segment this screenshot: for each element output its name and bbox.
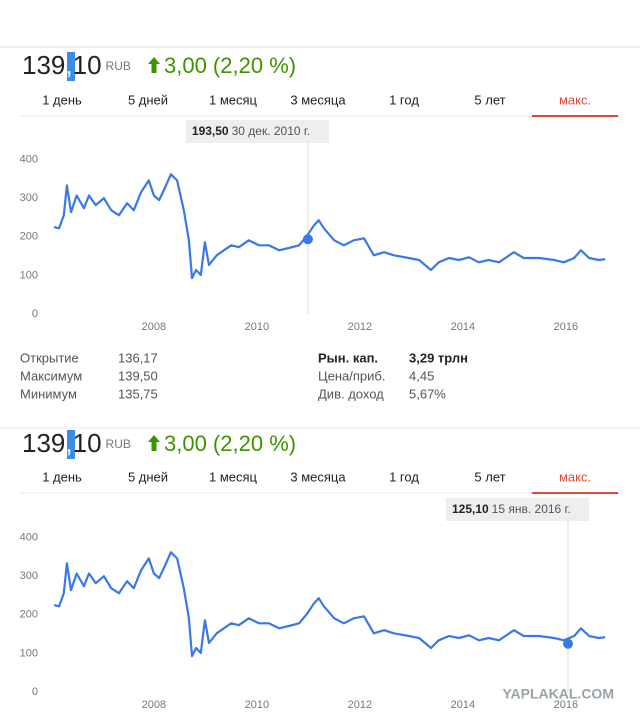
range-tab[interactable]: 1 год [389,469,419,484]
tooltip-value: 193,50 [192,124,229,138]
range-tab[interactable]: 1 день [42,92,82,107]
stat-label: Минимум [20,386,77,401]
range-tab[interactable]: 3 месяца [290,469,346,484]
range-tab[interactable]: 5 дней [128,469,168,484]
stat-label: Открытие [20,350,79,365]
y-tick-label: 200 [20,609,38,621]
stat-value: 139,50 [118,368,158,383]
range-tab[interactable]: макс. [559,469,591,484]
x-tick-label: 2008 [142,699,166,711]
y-tick-label: 300 [20,570,38,582]
price-change: 3,00 (2,20 %) [164,53,296,78]
price-fraction: 10 [73,50,102,80]
range-tab[interactable]: 3 месяца [290,92,346,107]
range-tab[interactable]: 1 год [389,92,419,107]
x-tick-label: 2014 [451,321,475,333]
y-tick-label: 100 [20,647,38,659]
x-tick-label: 2010 [245,699,269,711]
range-tab[interactable]: 1 день [42,469,82,484]
y-tick-label: 100 [20,269,38,281]
x-tick-label: 2010 [245,321,269,333]
stat-label: Див. доход [318,386,384,401]
up-arrow [148,57,160,73]
tooltip-text: 125,10 15 янв. 2016 г. [452,502,571,516]
tooltip-box [445,498,589,521]
stat-value: 5,67% [409,386,446,401]
price-change: 3,00 (2,20 %) [164,431,296,456]
price-fraction: 10 [73,428,102,458]
stat-value: 135,75 [118,386,158,401]
hover-dot [562,638,573,649]
currency: RUB [106,59,131,73]
range-tab[interactable]: 5 лет [474,92,505,107]
selection-highlight [67,52,75,81]
price-whole: 139 [22,428,65,458]
y-tick-label: 200 [20,231,38,243]
stat-value: 4,45 [409,368,434,383]
price: 139,10 RUB [22,50,131,80]
stat-label: Максимум [20,368,82,383]
x-tick-label: 2016 [554,321,578,333]
selection-highlight [67,430,75,459]
y-tick-label: 400 [20,153,38,165]
tooltip-text: 193,50 30 дек. 2010 г. [192,124,310,138]
y-tick-label: 0 [32,686,38,698]
currency: RUB [106,437,131,451]
range-tab[interactable]: 5 лет [474,469,505,484]
price-whole: 139 [22,50,65,80]
range-tab[interactable]: макс. [559,92,591,107]
y-tick-label: 300 [20,192,38,204]
tooltip-date: 30 дек. 2010 г. [232,124,311,138]
tooltip-date: 15 янв. 2016 г. [492,502,571,516]
stat-label: Рын. кап. [318,350,378,365]
stat-value: 3,29 трлн [409,350,468,365]
price-separator: , [65,50,72,80]
price-line [53,173,606,280]
y-tick-label: 400 [20,531,38,543]
y-tick-label: 0 [32,308,38,320]
active-tab-underline [532,115,618,117]
stat-label: Цена/приб. [318,368,385,383]
x-tick-label: 2012 [348,699,372,711]
active-tab-underline [532,492,618,494]
x-tick-label: 2012 [348,321,372,333]
tooltip-box [185,120,329,143]
hover-dot [302,234,313,245]
range-tab[interactable]: 5 дней [128,92,168,107]
tooltip-value: 125,10 [452,502,489,516]
x-tick-label: 2014 [451,699,475,711]
stat-value: 136,17 [118,350,158,365]
price-line [53,551,606,658]
price-separator: , [65,428,72,458]
up-arrow [148,435,160,451]
price: 139,10 RUB [22,428,131,458]
x-tick-label: 2016 [554,699,578,711]
x-tick-label: 2008 [142,321,166,333]
watermark: YAPLAKAL.COM [503,686,615,702]
range-tab[interactable]: 1 месяц [209,92,258,107]
range-tab[interactable]: 1 месяц [209,469,258,484]
